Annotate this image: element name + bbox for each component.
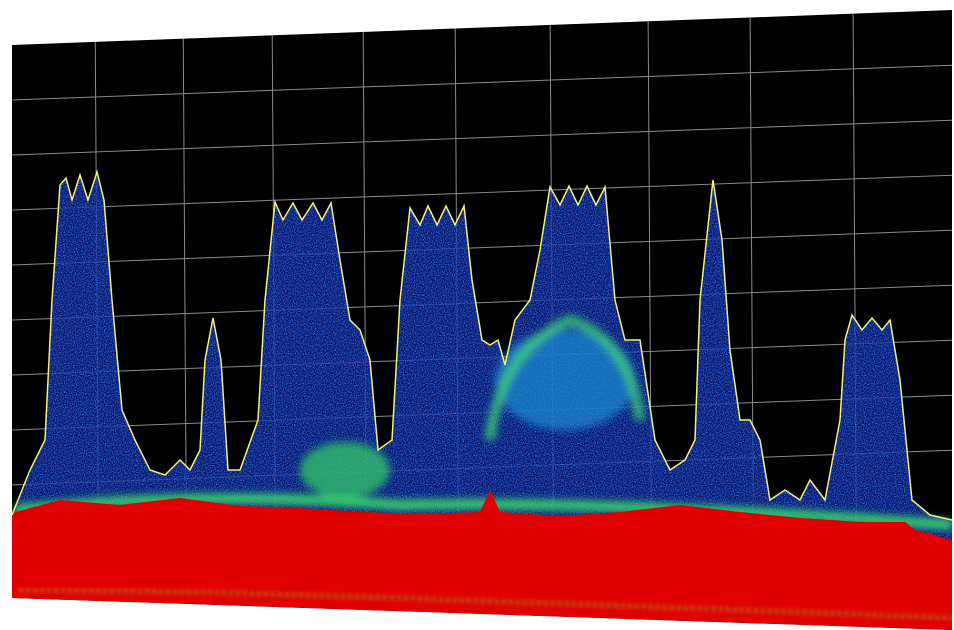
density-blob xyxy=(300,442,390,498)
spectrum-display xyxy=(0,0,954,630)
page: (() => { const data = JSON.parse(documen… xyxy=(0,0,954,630)
